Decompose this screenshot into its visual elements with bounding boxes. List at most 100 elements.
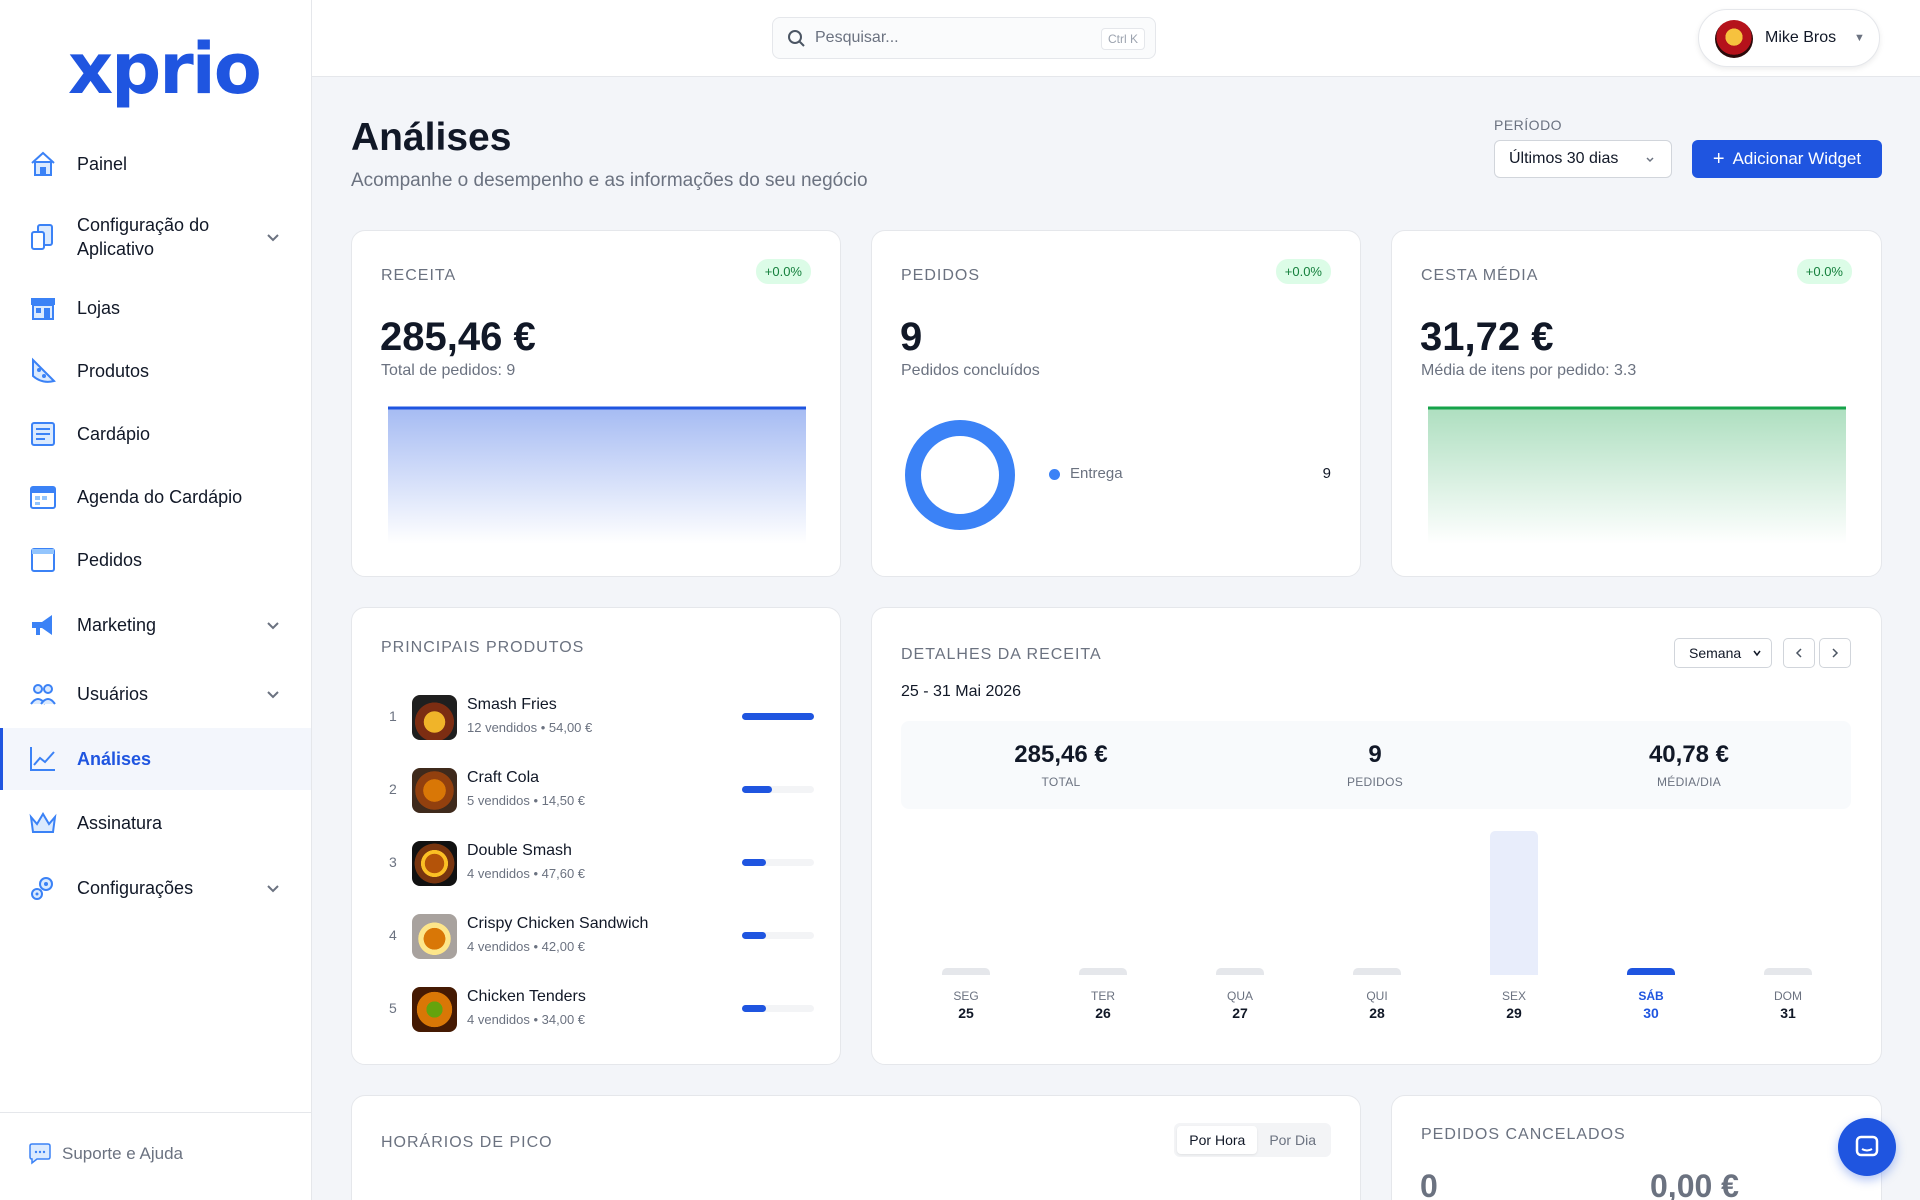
chart-x-tick-day: QUA [1226,989,1253,1003]
sidebar-item-marketing[interactable]: Marketing [0,594,311,656]
sidebar-item-lojas[interactable]: Lojas [0,277,311,339]
calendar-icon [27,481,59,513]
basket-card: CESTA MÉDIA +0.0% 31,72 € Média de itens… [1391,230,1882,577]
sidebar-item-pedidos[interactable]: Pedidos [0,529,311,591]
chart-x-tick-day: SEG [953,989,979,1003]
search-placeholder: Pesquisar... [815,29,899,46]
tab-por-dia[interactable]: Por Dia [1269,1132,1316,1148]
granularity-select[interactable]: Semana [1674,638,1772,668]
cancelled-amount: 0,00 € [1650,1168,1739,1200]
card-label: RECEITA [381,267,457,284]
chart-x-tick-day: SÁB [1638,989,1664,1003]
product-meta: 4 vendidos • 47,60 € [467,866,586,881]
search-shortcut: Ctrl K [1101,28,1145,50]
chart-bar[interactable] [942,968,990,975]
product-name: Craft Cola [467,769,540,786]
chevron-down-icon [267,885,279,893]
orders-value: 9 [900,315,923,359]
add-widget-button[interactable]: + Adicionar Widget [1692,140,1882,178]
cancelled-orders-card: PEDIDOS CANCELADOS 0 0,00 € [1391,1095,1882,1200]
chat-support-button[interactable] [1838,1118,1896,1176]
product-meta: 5 vendidos • 14,50 € [467,793,586,808]
chart-bar[interactable] [1490,831,1538,975]
chart-bar[interactable] [1353,968,1401,975]
user-menu[interactable]: Mike Bros ▼ [1698,9,1880,67]
sidebar: xprio Painel Configuração do Aplicativo … [0,0,312,1200]
sidebar-item-label: Painel [77,154,128,174]
basket-sub: Média de itens por pedido: 3.3 [1421,362,1637,379]
home-icon [27,148,59,180]
app-config-icon [27,221,59,253]
sidebar-item-painel[interactable]: Painel [0,133,311,195]
card-label: DETALHES DA RECEITA [901,646,1102,663]
page-subtitle: Acompanhe o desempenho e as informações … [351,170,868,191]
summary-label: TOTAL [1041,775,1081,789]
summary-value: 285,46 € [1014,741,1108,768]
delta-badge: +0.0% [1275,259,1331,284]
chart-bar[interactable] [1764,968,1812,975]
product-name: Double Smash [467,842,572,859]
period-label: PERÍODO [1494,117,1563,133]
chart-bar[interactable] [1216,968,1264,975]
chart-x-tick-date: 27 [1232,1005,1248,1021]
chart-x-tick-date: 28 [1369,1005,1385,1021]
list-item[interactable]: 1 Smash Fries 12 vendidos • 54,00 € [352,687,842,747]
next-week-button[interactable] [1819,638,1851,668]
search-icon [788,30,805,47]
product-rank: 4 [389,927,397,943]
sidebar-item-configuracoes[interactable]: Configurações [0,857,311,919]
basket-value: 31,72 € [1420,315,1554,359]
prev-week-button[interactable] [1783,638,1815,668]
list-item[interactable]: 3 Double Smash 4 vendidos • 47,60 € [352,833,842,893]
sidebar-item-label: Assinatura [77,813,163,833]
plus-icon: + [1712,148,1725,170]
product-share-bar [742,786,814,793]
sidebar-item-app-config[interactable]: Configuração do Aplicativo [0,206,311,268]
user-name: Mike Bros [1765,29,1837,46]
sidebar-item-cardapio[interactable]: Cardápio [0,403,311,465]
megaphone-icon [27,609,59,641]
sidebar-item-label: Produtos [77,361,150,381]
sidebar-item-analises[interactable]: Análises [0,728,311,790]
revenue-details-card: DETALHES DA RECEITA 25 - 31 Mai 2026 Sem… [871,607,1882,1065]
sidebar-item-agenda-cardapio[interactable]: Agenda do Cardápio [0,466,311,528]
chart-bar[interactable] [1079,968,1127,975]
product-share-fill [742,859,766,866]
users-icon [27,678,59,710]
orders-sub: Pedidos concluídos [901,362,1040,379]
list-item[interactable]: 5 Chicken Tenders 4 vendidos • 34,00 € [352,979,842,1039]
cancelled-count: 0 [1420,1168,1438,1200]
sidebar-item-usuarios[interactable]: Usuários [0,663,311,725]
granularity-value: Semana [1689,645,1742,661]
tab-por-hora[interactable]: Por Hora [1177,1126,1258,1154]
revenue-card: RECEITA +0.0% 285,46 € Total de pedidos:… [351,230,841,577]
orders-donut [905,420,1015,530]
sidebar-footer: Suporte e Ajuda [0,1112,311,1200]
legend-value: 9 [1322,465,1331,482]
support-link[interactable]: Suporte e Ajuda [28,1143,183,1165]
period-select[interactable]: Últimos 30 dias [1494,140,1672,178]
chevron-down-icon [267,691,279,699]
chat-icon [1855,1135,1879,1157]
list-item[interactable]: 4 Crispy Chicken Sandwich 4 vendidos • 4… [352,906,842,966]
list-item[interactable]: 2 Craft Cola 5 vendidos • 14,50 € [352,760,842,820]
revenue-summary: 285,46 € TOTAL 9 PEDIDOS 40,78 € MÉDIA/D… [901,721,1851,809]
product-share-fill [742,932,766,939]
summary-total: 285,46 € TOTAL [961,741,1161,789]
sidebar-item-label: Marketing [77,615,157,635]
summary-label: PEDIDOS [1346,775,1404,789]
app-logo[interactable]: xprio [68,28,262,110]
chart-bar[interactable] [1627,968,1675,975]
product-share-fill [742,713,814,720]
search-input[interactable]: Pesquisar... Ctrl K [772,17,1156,59]
sidebar-item-assinatura[interactable]: Assinatura [0,792,311,854]
sidebar-item-label: Cardápio [77,424,151,444]
sidebar-item-produtos[interactable]: Produtos [0,340,311,402]
product-image [412,768,457,813]
card-label: CESTA MÉDIA [1421,267,1539,284]
revenue-sparkline [388,406,806,544]
chart-x-tick-day: DOM [1774,989,1802,1003]
pizza-icon [27,355,59,387]
sidebar-item-label: Usuários [77,684,149,704]
product-share-fill [742,786,773,793]
